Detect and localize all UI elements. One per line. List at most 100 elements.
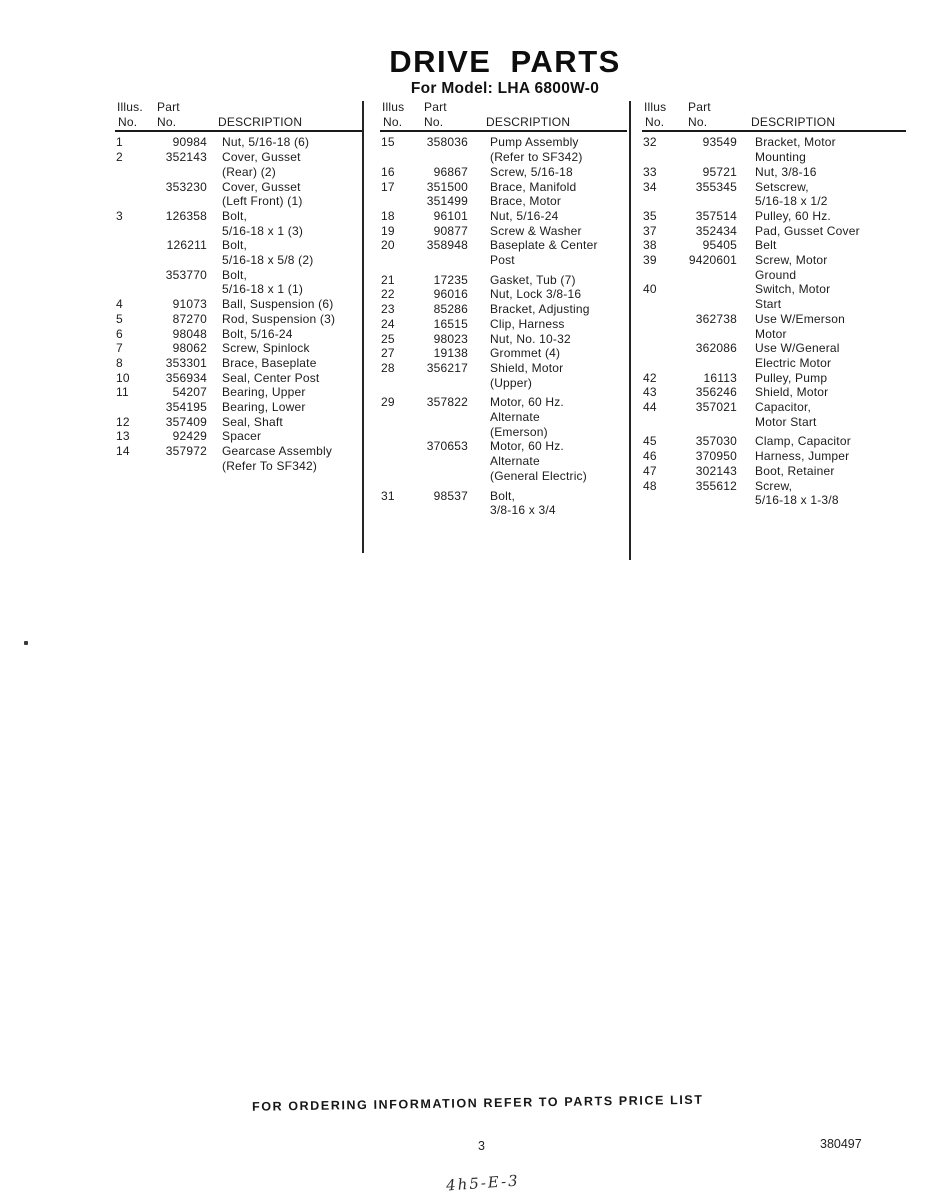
- part-no: 357972: [165, 444, 207, 459]
- part-no: 352434: [695, 223, 737, 238]
- description-line: Screw,: [755, 478, 793, 493]
- illus-no: 7: [116, 341, 123, 356]
- description: Pad, Gusset Cover: [737, 224, 906, 239]
- description-line: Screw, Motor: [755, 253, 828, 268]
- part-no: 356217: [426, 360, 468, 375]
- description: Nut, No. 10-32: [468, 332, 627, 347]
- part-no: 54207: [172, 385, 207, 400]
- scan-speck: [24, 641, 28, 645]
- table-row: 10 356934 Seal, Center Post: [115, 371, 363, 386]
- table-row: 8 353301 Brace, Baseplate: [115, 356, 363, 371]
- part-no: 98048: [172, 326, 207, 341]
- table-row: 17 351500 Brace, Manifold: [380, 180, 627, 195]
- table-row: 33 95721 Nut, 3/8-16: [642, 165, 906, 180]
- illus-no: 25: [381, 331, 395, 346]
- description-line: 5/16-18 x 1/2: [755, 194, 828, 209]
- description-line: (General Electric): [490, 468, 587, 483]
- description: Bolt, 5/16-18 x 1 (1): [207, 268, 363, 297]
- table-row: 126211 Bolt, 5/16-18 x 5/8 (2): [115, 238, 363, 267]
- description-line: Use W/Emerson: [755, 311, 845, 326]
- table-row: 4 91073 Ball, Suspension (6): [115, 297, 363, 312]
- table-header: Illus Part No. No. DESCRIPTION: [380, 100, 627, 133]
- illus-no: [115, 400, 145, 415]
- description-line: Clip, Harness: [490, 316, 565, 331]
- table-rows: 15 358036 Pump Assembly (Refer to SF342) 16 9…: [380, 135, 627, 518]
- illus-no: 4: [116, 297, 123, 312]
- description: Motor, 60 Hz. Alternate (Emerson): [468, 395, 627, 439]
- illus-no: 10: [116, 370, 130, 385]
- table-row: 15 358036 Pump Assembly (Refer to SF342): [380, 135, 627, 164]
- description-line: Setscrew,: [755, 179, 809, 194]
- part-no: 98537: [433, 488, 468, 503]
- illus-no: 12: [116, 414, 130, 429]
- description-line: Bracket, Adjusting: [490, 302, 590, 317]
- part-no: 357514: [695, 208, 737, 223]
- table-row: 25 98023 Nut, No. 10-32: [380, 332, 627, 347]
- description-line: Seal, Center Post: [222, 370, 320, 385]
- description-line: Nut, 5/16-18 (6): [222, 135, 310, 150]
- description: Screw, 5/16-18 x 1-3/8: [737, 479, 906, 508]
- description: Setscrew, 5/16-18 x 1/2: [737, 180, 906, 209]
- illus-no: 22: [381, 287, 395, 302]
- illus-no-header: No.: [383, 114, 403, 129]
- table-row: 28 356217 Shield, Motor (Upper): [380, 361, 627, 390]
- description: Harness, Jumper: [737, 449, 906, 464]
- parts-table-column-3: Illus Part No. No. DESCRIPTION 32 93549 Br…: [642, 100, 906, 508]
- description: Screw, Spinlock: [207, 341, 363, 356]
- part-no: 353770: [165, 267, 207, 282]
- illus-no: 11: [116, 385, 129, 400]
- part-no: 85286: [433, 302, 468, 317]
- model-subtitle: For Model: LHA 6800W-0: [410, 80, 600, 97]
- table-row: 31 98537 Bolt, 3/8-16 x 3/4: [380, 489, 627, 518]
- description: Rod, Suspension (3): [207, 312, 363, 327]
- description: Bolt, 5/16-18 x 1 (3): [207, 209, 363, 238]
- illus-no: [115, 238, 145, 267]
- illus-no: 23: [381, 302, 395, 317]
- part-no: 353230: [165, 179, 207, 194]
- description-line: Bearing, Lower: [222, 400, 306, 415]
- table-rows: 1 90984 Nut, 5/16-18 (6) 2 352143 Cover, Guss…: [115, 135, 363, 473]
- description: Motor, 60 Hz. Alternate (General Electric): [468, 439, 627, 483]
- table-row: 27 19138 Grommet (4): [380, 346, 627, 361]
- description-line: (Left Front) (1): [222, 194, 303, 209]
- description: Bearing, Lower: [207, 400, 363, 415]
- description-line: Motor: [755, 326, 787, 341]
- description-line: Use W/General: [755, 341, 840, 356]
- illus-no: 24: [381, 316, 395, 331]
- table-row: 370653 Motor, 60 Hz. Alternate (General Ele…: [380, 439, 627, 483]
- description-line: Capacitor,: [755, 400, 812, 415]
- illus-header-label: Illus: [644, 100, 667, 114]
- page-number: 3: [478, 1139, 485, 1153]
- description-line: Gearcase Assembly: [222, 444, 333, 459]
- description-line: (Refer To SF342): [222, 458, 318, 473]
- table-row: 353770 Bolt, 5/16-18 x 1 (1): [115, 268, 363, 297]
- illus-no: 6: [116, 326, 123, 341]
- part-no: 96016: [433, 287, 468, 302]
- description-line: Motor, 60 Hz.: [490, 439, 564, 454]
- illus-no: 29: [381, 395, 395, 410]
- illus-no: 3: [116, 208, 123, 223]
- part-no: 95405: [702, 238, 737, 253]
- description-line: Spacer: [222, 429, 262, 444]
- description-line: Belt: [755, 238, 777, 253]
- part-no: 98062: [172, 341, 207, 356]
- part-no: 357030: [695, 434, 737, 449]
- illus-no: 34: [643, 179, 657, 194]
- table-row: 353230 Cover, Gusset (Left Front) (1): [115, 180, 363, 209]
- description: Use W/Emerson Motor: [737, 312, 906, 341]
- description-line: Grommet (4): [490, 346, 561, 361]
- description-line: 5/16-18 x 1 (3): [222, 223, 304, 238]
- description: Pump Assembly (Refer to SF342): [468, 135, 627, 164]
- part-no: 302143: [695, 463, 737, 478]
- description: Use W/General Electric Motor: [737, 341, 906, 370]
- part-no: 93549: [702, 135, 737, 150]
- illus-no: 16: [381, 164, 395, 179]
- part-no: 16113: [703, 370, 737, 385]
- description-line: Start: [755, 297, 782, 312]
- part-no: 16515: [433, 316, 468, 331]
- description-line: 5/16-18 x 1-3/8: [755, 493, 839, 508]
- table-row: 24 16515 Clip, Harness: [380, 317, 627, 332]
- table-row: 20 358948 Baseplate & Center Post: [380, 238, 627, 267]
- illus-header-label: Illus: [382, 100, 405, 114]
